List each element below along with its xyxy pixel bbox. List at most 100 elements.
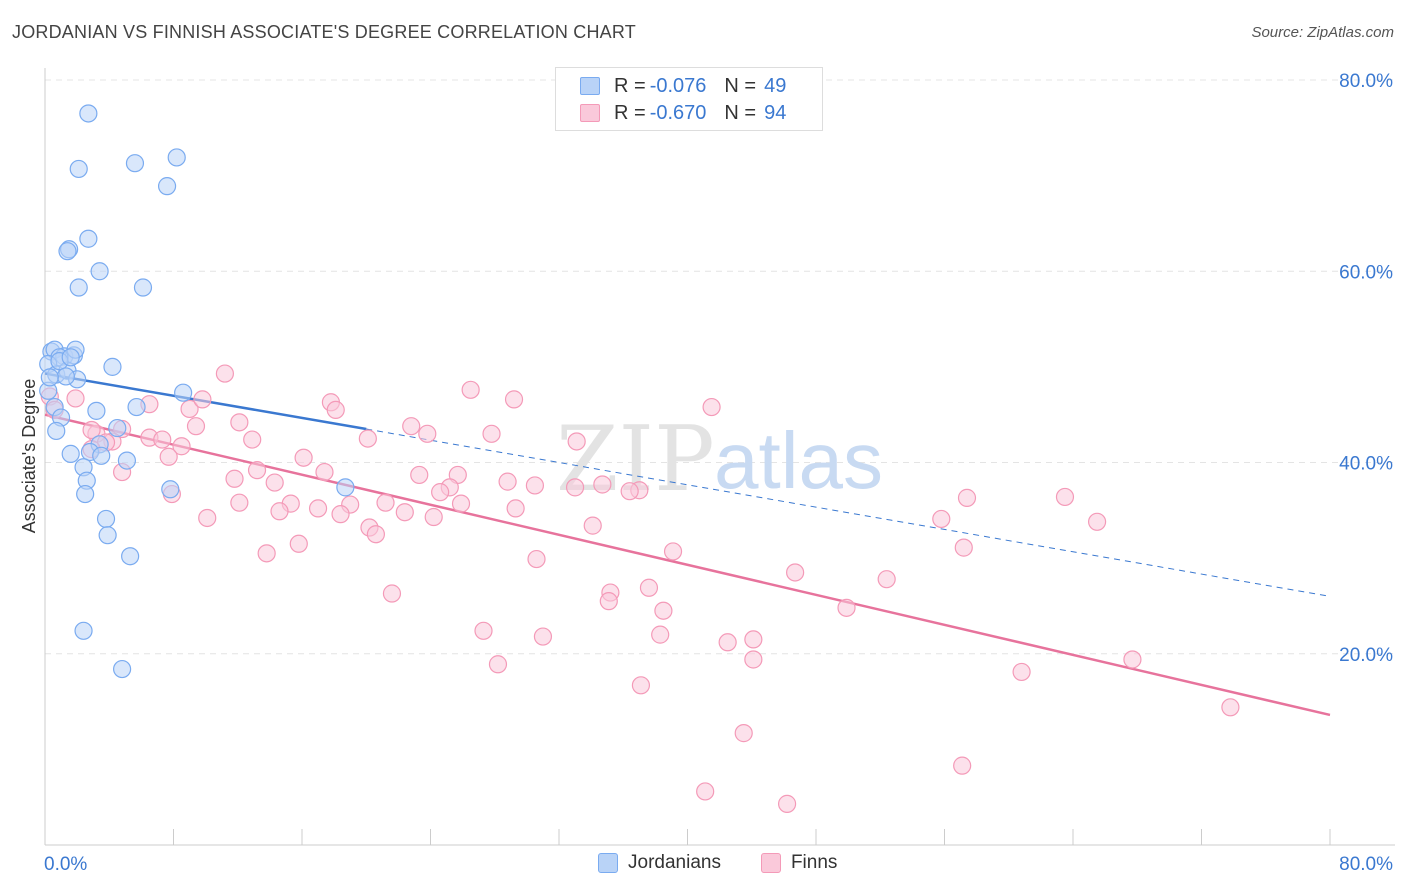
- jordanians-point: [76, 484, 95, 504]
- finns-point: [527, 549, 546, 569]
- jordanians-point: [40, 368, 59, 387]
- r-label: R =: [614, 74, 646, 97]
- finns-point: [474, 621, 493, 640]
- finns-point: [366, 525, 385, 544]
- finns-point: [410, 465, 429, 485]
- finns-point: [451, 494, 471, 513]
- finns-point: [395, 503, 414, 522]
- finns-point: [1221, 698, 1240, 717]
- finns-point: [265, 473, 284, 492]
- jordanians-point: [157, 177, 177, 196]
- jordanians-point: [96, 509, 116, 529]
- legend-label-finns: Finns: [790, 852, 838, 873]
- finns-point: [932, 509, 951, 529]
- finns-point: [654, 601, 673, 620]
- jordanians-point: [79, 104, 98, 123]
- finns-swatch: [760, 853, 781, 873]
- legend-row-jordanians: R = -0.076 N = 49: [580, 74, 786, 98]
- finns-point: [315, 462, 334, 482]
- jordanians-swatch: [598, 853, 618, 873]
- finns-point: [153, 430, 172, 449]
- finns-point: [506, 499, 525, 518]
- finns-point: [1123, 650, 1142, 669]
- jordanians-points: [39, 104, 355, 679]
- x-tick-label: 80.0%: [1339, 854, 1393, 875]
- finns-point: [651, 625, 670, 644]
- finns-point: [734, 724, 753, 743]
- finns-point: [230, 493, 249, 512]
- axes: [44, 68, 1395, 846]
- legend-item-finns[interactable]: Finns: [760, 852, 838, 874]
- finns-swatch: [580, 104, 600, 122]
- jordanians-point: [336, 478, 355, 497]
- jordanians-point: [79, 229, 98, 248]
- y-tick-label: 80.0%: [1339, 71, 1393, 92]
- finns-point: [326, 400, 345, 420]
- finns-point: [193, 390, 212, 409]
- finns-point: [257, 544, 276, 563]
- finns-point: [953, 756, 972, 775]
- finns-point: [461, 380, 480, 399]
- finns-point: [533, 627, 553, 646]
- finns-point: [837, 598, 856, 617]
- n-label: N =: [724, 74, 757, 97]
- finns-points: [40, 364, 1240, 813]
- jordanians-point: [90, 262, 109, 281]
- legend-row-finns: R = -0.670 N = 94: [580, 101, 786, 125]
- series-legend: Jordanians Finns: [598, 852, 877, 874]
- finns-point: [186, 417, 206, 436]
- finns-point: [744, 650, 763, 669]
- finns-point: [620, 482, 639, 501]
- finns-point: [702, 397, 721, 417]
- finns-point: [225, 469, 244, 488]
- x-tick-label: 0.0%: [44, 854, 87, 875]
- legend-item-jordanians[interactable]: Jordanians: [598, 852, 721, 874]
- finns-point: [786, 563, 805, 582]
- legend-label-jordanians: Jordanians: [628, 852, 721, 873]
- finns-point: [593, 475, 612, 494]
- finns-point: [172, 437, 191, 456]
- finns-point: [382, 584, 402, 603]
- jordanians-point: [112, 659, 132, 679]
- jordanians-point: [108, 418, 127, 438]
- jordanians-point: [125, 154, 145, 173]
- finns-point: [247, 461, 267, 480]
- finns-point: [565, 478, 585, 497]
- finns-point: [215, 364, 234, 383]
- finns-point: [663, 542, 683, 561]
- finns-point: [358, 429, 377, 448]
- finns-point: [482, 424, 501, 443]
- finns-point: [331, 505, 350, 524]
- finns-point: [418, 424, 437, 443]
- finns-point: [424, 507, 443, 527]
- finns-point: [1012, 662, 1031, 682]
- jordanians-point: [117, 451, 137, 470]
- finns-point: [159, 447, 178, 466]
- jordanians-point: [133, 278, 153, 297]
- chart-title: JORDANIAN VS FINNISH ASSOCIATE'S DEGREE …: [12, 22, 636, 42]
- finns-point: [308, 499, 328, 518]
- tick-labels: 20.0% 40.0% 60.0% 80.0% 0.0% 80.0%: [44, 71, 1393, 875]
- finns-point: [718, 633, 737, 652]
- n-label: N =: [724, 101, 757, 124]
- finns-point: [583, 516, 602, 535]
- jordanians-point: [56, 367, 75, 386]
- finns-point: [66, 389, 85, 408]
- finns-point: [599, 592, 618, 611]
- jordanians-point: [87, 401, 106, 420]
- jordanians-point: [69, 278, 88, 297]
- jordanians-trendline-extension: [366, 428, 1331, 597]
- jordanians-point: [61, 348, 80, 367]
- finns-point: [243, 430, 262, 449]
- r-value: -0.076: [649, 74, 707, 97]
- jordanians-point: [74, 621, 93, 640]
- jordanians-point: [161, 480, 180, 499]
- finns-point: [744, 630, 763, 649]
- jordanians-point: [167, 148, 186, 167]
- jordanians-point: [58, 242, 77, 261]
- finns-point: [180, 399, 199, 419]
- jordanians-point: [174, 383, 193, 402]
- finns-point: [639, 578, 659, 597]
- finns-point: [954, 538, 973, 557]
